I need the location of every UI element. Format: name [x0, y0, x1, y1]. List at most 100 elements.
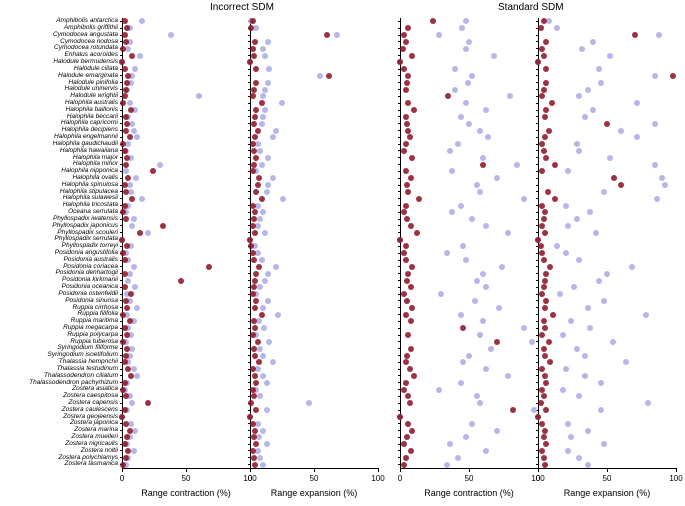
data-point: [404, 298, 410, 304]
data-point: [251, 284, 257, 290]
data-point: [123, 168, 129, 174]
y-tick: [398, 198, 400, 199]
data-point: [466, 353, 472, 359]
y-tick: [536, 457, 538, 458]
data-point: [122, 271, 128, 277]
data-point: [120, 250, 126, 256]
y-tick: [536, 335, 538, 336]
data-point: [535, 59, 541, 65]
x-tick-label: 100: [669, 474, 682, 483]
data-point: [543, 380, 549, 386]
data-point: [494, 175, 500, 181]
y-tick: [536, 444, 538, 445]
data-point: [122, 148, 128, 154]
data-point: [397, 414, 403, 420]
x-tick: [314, 468, 315, 472]
y-tick: [120, 157, 122, 158]
y-tick: [398, 35, 400, 36]
y-tick: [398, 123, 400, 124]
y-tick: [536, 191, 538, 192]
y-tick: [120, 423, 122, 424]
data-point: [652, 162, 658, 168]
y-tick: [398, 82, 400, 83]
data-point: [565, 168, 571, 174]
y-tick: [536, 48, 538, 49]
data-point: [251, 257, 257, 263]
data-point: [409, 155, 415, 161]
y-tick: [248, 362, 250, 363]
data-point: [539, 291, 545, 297]
data-point: [546, 18, 552, 24]
y-tick: [536, 41, 538, 42]
data-point: [543, 66, 549, 72]
y-tick: [536, 150, 538, 151]
data-point: [120, 339, 126, 345]
data-point: [403, 203, 409, 209]
data-point: [480, 155, 486, 161]
data-point: [251, 87, 257, 93]
data-point: [401, 209, 407, 215]
data-point: [256, 318, 262, 324]
y-tick: [536, 116, 538, 117]
data-point: [123, 216, 129, 222]
data-point: [270, 134, 276, 140]
data-point: [539, 448, 545, 454]
y-tick: [398, 457, 400, 458]
y-tick: [248, 89, 250, 90]
data-point: [403, 243, 409, 249]
data-point: [652, 121, 658, 127]
data-point: [458, 312, 464, 318]
data-point: [598, 407, 604, 413]
data-point: [124, 243, 130, 249]
data-point: [407, 134, 413, 140]
data-point: [483, 366, 489, 372]
data-point: [251, 216, 257, 222]
data-point: [485, 134, 491, 140]
data-point: [129, 196, 135, 202]
y-tick: [536, 103, 538, 104]
data-point: [259, 257, 265, 263]
data-point: [474, 278, 480, 284]
data-point: [262, 53, 268, 59]
data-point: [256, 359, 262, 365]
data-point: [404, 278, 410, 284]
data-point: [459, 25, 465, 31]
y-tick: [398, 437, 400, 438]
y-tick: [120, 75, 122, 76]
y-tick: [536, 362, 538, 363]
y-tick: [536, 369, 538, 370]
y-tick: [248, 430, 250, 431]
data-point: [539, 366, 545, 372]
data-point: [131, 448, 137, 454]
data-point: [576, 455, 582, 461]
y-tick: [398, 225, 400, 226]
data-point: [618, 182, 624, 188]
data-point: [455, 141, 461, 147]
y-tick: [248, 273, 250, 274]
y-tick: [398, 430, 400, 431]
data-point: [491, 53, 497, 59]
x-tick-label: 0: [536, 474, 540, 483]
data-point: [273, 128, 279, 134]
data-point: [404, 434, 410, 440]
data-point: [128, 107, 134, 113]
data-point: [123, 39, 129, 45]
data-point: [401, 66, 407, 72]
y-tick: [536, 430, 538, 431]
data-point: [480, 271, 486, 277]
data-point: [122, 325, 128, 331]
data-point: [129, 223, 135, 229]
y-tick: [536, 55, 538, 56]
y-tick: [398, 219, 400, 220]
data-point: [401, 32, 407, 38]
x-tick-label: 0: [398, 474, 402, 483]
data-point: [403, 168, 409, 174]
y-tick: [536, 198, 538, 199]
data-point: [127, 182, 133, 188]
data-point: [252, 230, 258, 236]
data-point: [543, 441, 549, 447]
y-tick: [120, 457, 122, 458]
y-tick: [120, 198, 122, 199]
data-point: [262, 278, 268, 284]
data-point: [250, 141, 256, 147]
